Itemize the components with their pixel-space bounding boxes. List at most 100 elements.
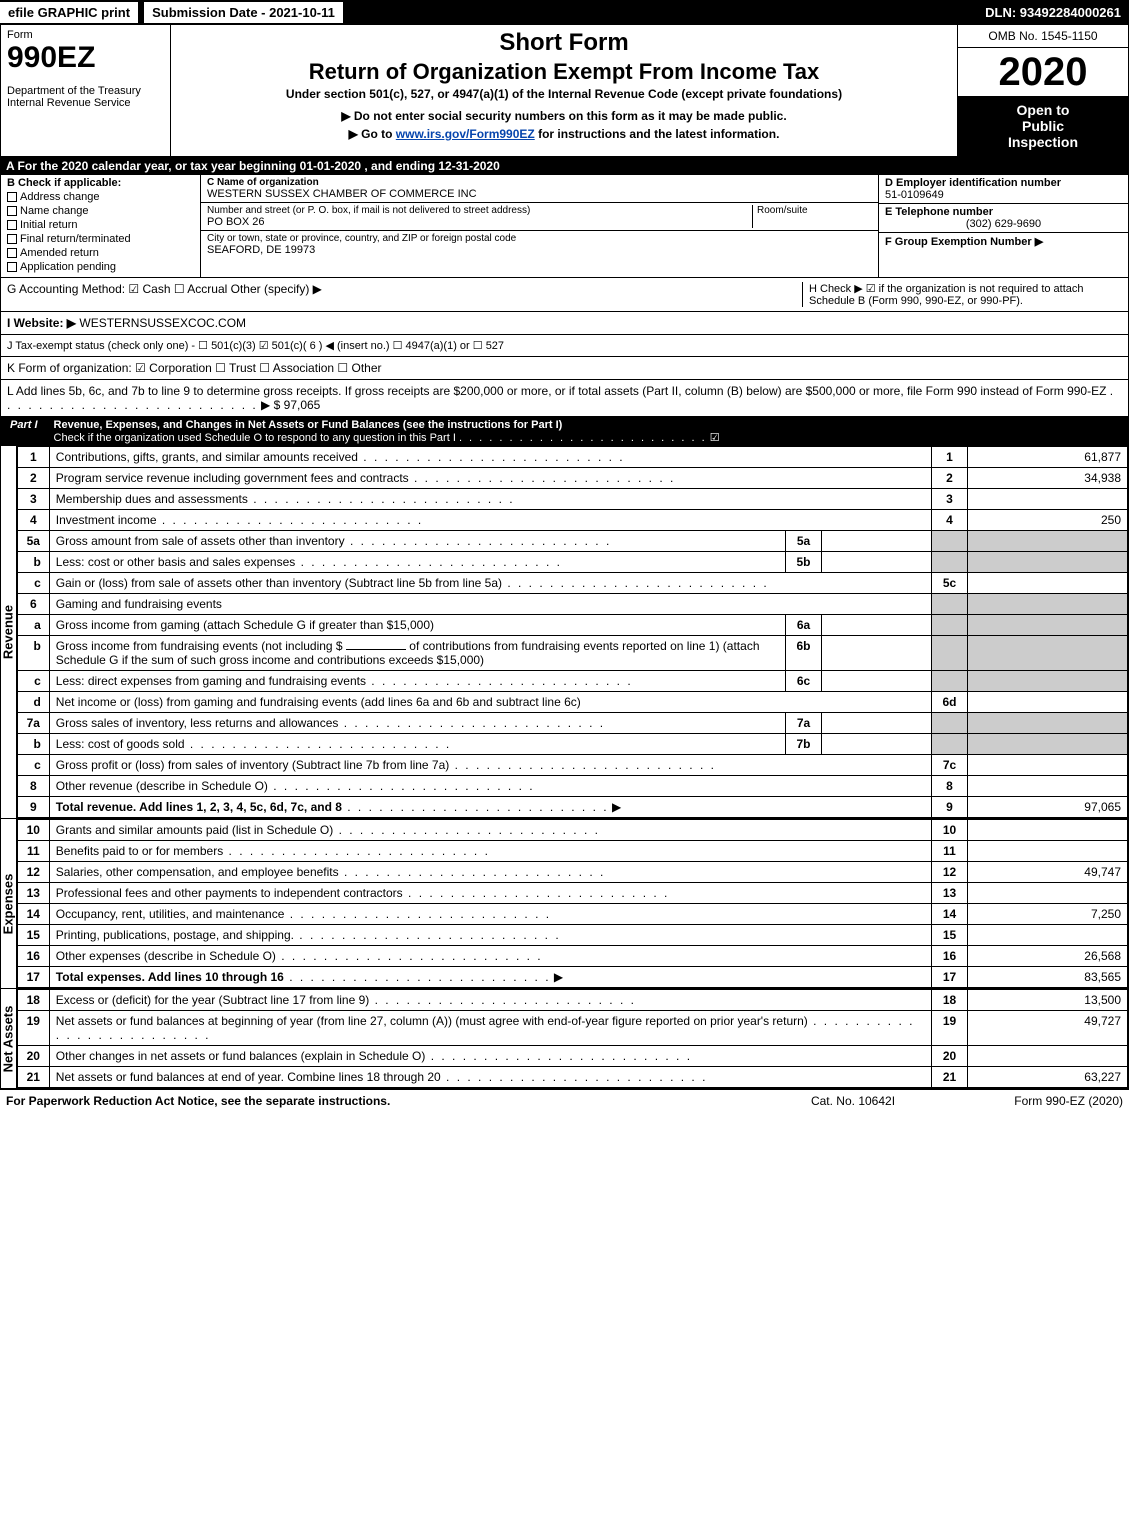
dept-label: Department of the Treasury Internal Reve… xyxy=(7,85,164,109)
org-name-label: C Name of organization xyxy=(207,177,872,188)
revenue-vertical-label: Revenue xyxy=(1,446,17,818)
line-4: 4 Investment income 4 250 xyxy=(17,510,1127,531)
expenses-table: 10 Grants and similar amounts paid (list… xyxy=(17,819,1128,988)
section-i: I Website: ▶ WESTERNSUSSEXCOC.COM xyxy=(0,312,1129,335)
return-title: Return of Organization Exempt From Incom… xyxy=(181,59,947,85)
phone-value: (302) 629-9690 xyxy=(885,218,1122,230)
netassets-vertical-label: Net Assets xyxy=(1,989,17,1088)
part1-check-note: Check if the organization used Schedule … xyxy=(54,432,456,444)
line-15: 15 Printing, publications, postage, and … xyxy=(17,925,1127,946)
expenses-block: Expenses 10 Grants and similar amounts p… xyxy=(0,819,1129,989)
section-l-amount: 97,065 xyxy=(284,398,321,412)
section-b-label: B Check if applicable: xyxy=(7,177,194,189)
city-label: City or town, state or province, country… xyxy=(207,233,872,244)
section-h: H Check ▶ ☑ if the organization is not r… xyxy=(802,282,1122,307)
revenue-table: 1 Contributions, gifts, grants, and simi… xyxy=(17,446,1128,818)
website-label: I Website: ▶ xyxy=(7,316,76,330)
section-g-h-row: G Accounting Method: ☑ Cash ☐ Accrual Ot… xyxy=(0,278,1129,312)
goto-prefix: ▶ Go to xyxy=(349,127,396,141)
line-7c: c Gross profit or (loss) from sales of i… xyxy=(17,755,1127,776)
efile-print-label[interactable]: efile GRAPHIC print xyxy=(0,2,138,23)
line-16: 16 Other expenses (describe in Schedule … xyxy=(17,946,1127,967)
group-exemption-label: F Group Exemption Number ▶ xyxy=(885,235,1122,248)
line-7b: b Less: cost of goods sold 7b xyxy=(17,734,1127,755)
phone-label: E Telephone number xyxy=(885,206,1122,218)
street-row: Number and street (or P. O. box, if mail… xyxy=(201,203,878,231)
checkbox-name-change[interactable]: Name change xyxy=(7,205,194,217)
website-value: WESTERNSUSSEXCOC.COM xyxy=(79,316,246,330)
line-6d: d Net income or (loss) from gaming and f… xyxy=(17,692,1127,713)
section-l-text: L Add lines 5b, 6c, and 7b to line 9 to … xyxy=(7,384,1106,398)
checkbox-final-return[interactable]: Final return/terminated xyxy=(7,233,194,245)
part1-header: Part I Revenue, Expenses, and Changes in… xyxy=(0,417,1129,446)
expenses-vertical-label: Expenses xyxy=(1,819,17,988)
checkbox-address-change[interactable]: Address change xyxy=(7,191,194,203)
line-10: 10 Grants and similar amounts paid (list… xyxy=(17,820,1127,841)
line-9: 9 Total revenue. Add lines 1, 2, 3, 4, 5… xyxy=(17,797,1127,818)
line-20: 20 Other changes in net assets or fund b… xyxy=(17,1046,1127,1067)
checkbox-initial-return[interactable]: Initial return xyxy=(7,219,194,231)
open-public-badge: Open to Public Inspection xyxy=(958,96,1128,156)
goto-suffix: for instructions and the latest informat… xyxy=(538,127,779,141)
irs-link[interactable]: www.irs.gov/Form990EZ xyxy=(396,127,535,141)
checkbox-amended-return[interactable]: Amended return xyxy=(7,247,194,259)
line-6b: b Gross income from fundraising events (… xyxy=(17,636,1127,671)
part1-title-wrap: Revenue, Expenses, and Changes in Net As… xyxy=(48,417,1129,446)
section-b: B Check if applicable: Address change Na… xyxy=(1,175,201,277)
city-row: City or town, state or province, country… xyxy=(201,231,878,258)
dln-label: DLN: 93492284000261 xyxy=(977,2,1129,23)
revenue-block: Revenue 1 Contributions, gifts, grants, … xyxy=(0,446,1129,819)
section-g: G Accounting Method: ☑ Cash ☐ Accrual Ot… xyxy=(7,282,802,307)
tax-year: 2020 xyxy=(958,48,1128,96)
group-exemption-block: F Group Exemption Number ▶ xyxy=(879,233,1128,250)
page-footer: For Paperwork Reduction Act Notice, see … xyxy=(0,1089,1129,1112)
line-14: 14 Occupancy, rent, utilities, and maint… xyxy=(17,904,1127,925)
form-label: Form xyxy=(7,29,164,41)
line-6: 6 Gaming and fundraising events xyxy=(17,594,1127,615)
line-a: A For the 2020 calendar year, or tax yea… xyxy=(0,157,1129,175)
footer-paperwork: For Paperwork Reduction Act Notice, see … xyxy=(6,1094,763,1108)
checkbox-application-pending[interactable]: Application pending xyxy=(7,261,194,273)
form-header: Form 990EZ Department of the Treasury In… xyxy=(0,24,1129,157)
line-21: 21 Net assets or fund balances at end of… xyxy=(17,1067,1127,1088)
org-name-value: WESTERN SUSSEX CHAMBER OF COMMERCE INC xyxy=(207,188,872,200)
section-j: J Tax-exempt status (check only one) - ☐… xyxy=(0,335,1129,357)
line-7a: 7a Gross sales of inventory, less return… xyxy=(17,713,1127,734)
ein-value: 51-0109649 xyxy=(885,189,1122,201)
top-bar: efile GRAPHIC print Submission Date - 20… xyxy=(0,0,1129,24)
line-6c: c Less: direct expenses from gaming and … xyxy=(17,671,1127,692)
goto-note: ▶ Go to www.irs.gov/Form990EZ for instru… xyxy=(181,127,947,141)
netassets-block: Net Assets 18 Excess or (deficit) for th… xyxy=(0,989,1129,1089)
line-5c: c Gain or (loss) from sale of assets oth… xyxy=(17,573,1127,594)
line-11: 11 Benefits paid to or for members 11 xyxy=(17,841,1127,862)
line-12: 12 Salaries, other compensation, and emp… xyxy=(17,862,1127,883)
footer-cat-no: Cat. No. 10642I xyxy=(763,1094,943,1108)
line-8: 8 Other revenue (describe in Schedule O)… xyxy=(17,776,1127,797)
header-center: Short Form Return of Organization Exempt… xyxy=(171,25,958,156)
line-2: 2 Program service revenue including gove… xyxy=(17,468,1127,489)
line-17: 17 Total expenses. Add lines 10 through … xyxy=(17,967,1127,988)
org-name-row: C Name of organization WESTERN SUSSEX CH… xyxy=(201,175,878,203)
line-19: 19 Net assets or fund balances at beginn… xyxy=(17,1011,1127,1046)
ein-block: D Employer identification number 51-0109… xyxy=(879,175,1128,204)
footer-form-id: Form 990-EZ (2020) xyxy=(943,1094,1123,1108)
omb-number: OMB No. 1545-1150 xyxy=(958,25,1128,48)
ein-label: D Employer identification number xyxy=(885,177,1122,189)
line-1: 1 Contributions, gifts, grants, and simi… xyxy=(17,447,1127,468)
submission-date-button[interactable]: Submission Date - 2021-10-11 xyxy=(144,2,343,23)
part1-check-mark: ☑ xyxy=(710,432,720,444)
short-form-title: Short Form xyxy=(181,29,947,57)
header-left: Form 990EZ Department of the Treasury In… xyxy=(1,25,171,156)
entity-right: D Employer identification number 51-0109… xyxy=(878,175,1128,277)
section-l: L Add lines 5b, 6c, and 7b to line 9 to … xyxy=(0,380,1129,417)
section-l-arrow: ▶ $ xyxy=(261,398,280,412)
line-18: 18 Excess or (deficit) for the year (Sub… xyxy=(17,990,1127,1011)
line-5a: 5a Gross amount from sale of assets othe… xyxy=(17,531,1127,552)
header-right: OMB No. 1545-1150 2020 Open to Public In… xyxy=(958,25,1128,156)
line-6a: a Gross income from gaming (attach Sched… xyxy=(17,615,1127,636)
line-5b: b Less: cost or other basis and sales ex… xyxy=(17,552,1127,573)
city-value: SEAFORD, DE 19973 xyxy=(207,244,872,256)
netassets-table: 18 Excess or (deficit) for the year (Sub… xyxy=(17,989,1128,1088)
do-not-enter-note: ▶ Do not enter social security numbers o… xyxy=(181,109,947,123)
street-value: PO BOX 26 xyxy=(207,216,752,228)
